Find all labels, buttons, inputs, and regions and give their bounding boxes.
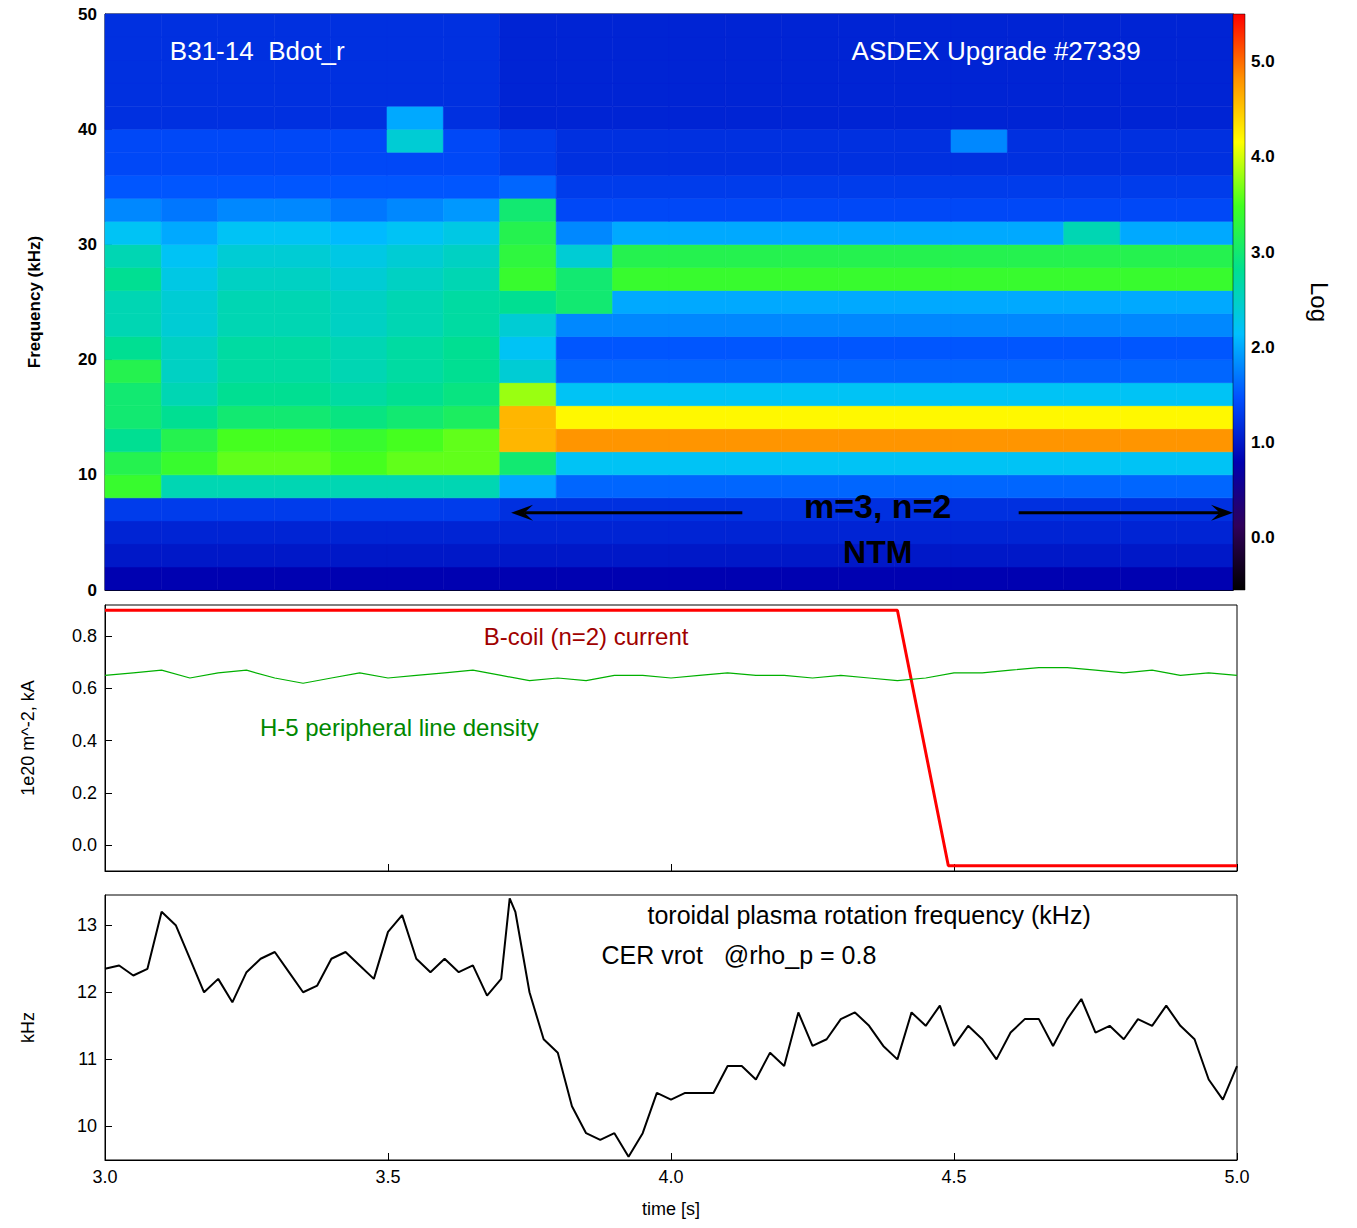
svg-text:Log: Log xyxy=(1306,282,1333,322)
svg-text:0: 0 xyxy=(88,581,97,600)
svg-text:B31-14 Bdot_r: B31-14 Bdot_r xyxy=(170,36,345,66)
svg-text:5.0: 5.0 xyxy=(1224,1167,1249,1187)
svg-text:NTM: NTM xyxy=(843,534,912,570)
svg-text:time [s]: time [s] xyxy=(642,1199,700,1219)
svg-text:13: 13 xyxy=(77,915,97,935)
svg-text:1e20 m^-2, kA: 1e20 m^-2, kA xyxy=(18,680,38,796)
svg-text:toroidal plasma rotation frequ: toroidal plasma rotation frequency (kHz) xyxy=(647,901,1090,929)
svg-text:20: 20 xyxy=(78,350,97,369)
svg-text:H-5 peripheral line density: H-5 peripheral line density xyxy=(260,714,539,741)
svg-text:40: 40 xyxy=(78,120,97,139)
svg-text:Frequency (kHz): Frequency (kHz) xyxy=(25,236,44,368)
svg-text:3.5: 3.5 xyxy=(375,1167,400,1187)
svg-text:5.0: 5.0 xyxy=(1251,52,1275,71)
svg-text:CER vrot @rho_p = 0.8: CER vrot @rho_p = 0.8 xyxy=(602,941,877,969)
svg-text:0.2: 0.2 xyxy=(72,783,97,803)
svg-text:3.0: 3.0 xyxy=(92,1167,117,1187)
svg-text:0.4: 0.4 xyxy=(72,731,97,751)
svg-text:B-coil (n=2) current: B-coil (n=2) current xyxy=(484,623,689,650)
svg-text:0.6: 0.6 xyxy=(72,678,97,698)
svg-text:0.0: 0.0 xyxy=(72,835,97,855)
svg-text:2.0: 2.0 xyxy=(1251,338,1275,357)
svg-text:4.0: 4.0 xyxy=(1251,147,1275,166)
svg-text:kHz: kHz xyxy=(18,1012,38,1043)
svg-text:30: 30 xyxy=(78,235,97,254)
svg-text:10: 10 xyxy=(78,465,97,484)
svg-text:50: 50 xyxy=(78,5,97,24)
svg-text:m=3, n=2: m=3, n=2 xyxy=(804,487,951,525)
svg-text:10: 10 xyxy=(77,1116,97,1136)
svg-text:1.0: 1.0 xyxy=(1251,433,1275,452)
svg-text:0.0: 0.0 xyxy=(1251,528,1275,547)
svg-text:4.5: 4.5 xyxy=(941,1167,966,1187)
svg-text:4.0: 4.0 xyxy=(658,1167,683,1187)
svg-text:11: 11 xyxy=(78,1049,97,1069)
svg-text:12: 12 xyxy=(77,982,97,1002)
svg-text:0.8: 0.8 xyxy=(72,626,97,646)
svg-text:ASDEX Upgrade #27339: ASDEX Upgrade #27339 xyxy=(852,36,1141,66)
svg-text:3.0: 3.0 xyxy=(1251,243,1275,262)
